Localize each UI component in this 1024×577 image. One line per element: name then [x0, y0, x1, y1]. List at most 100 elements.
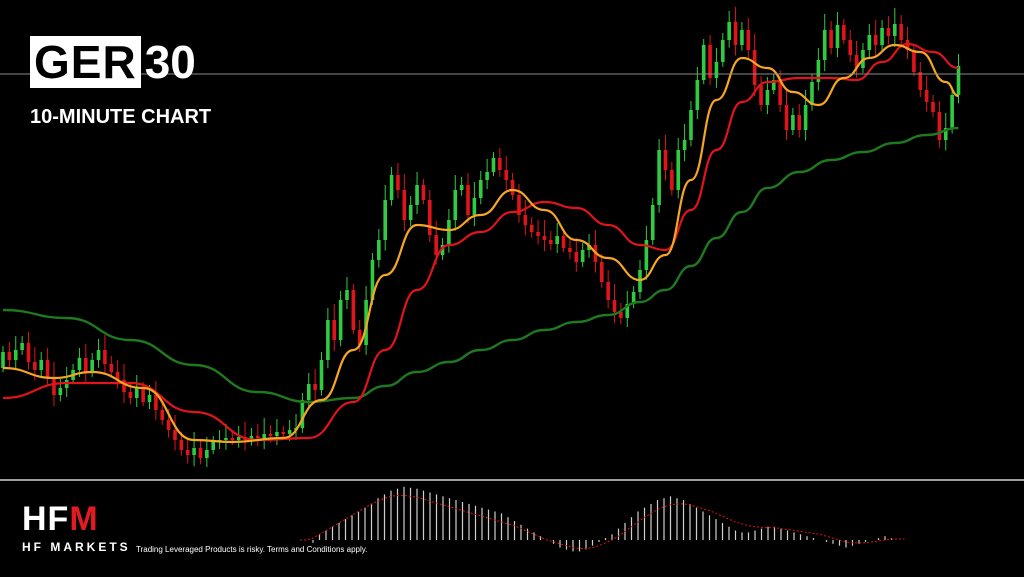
- candle: [236, 426, 241, 448]
- candle-body: [262, 434, 266, 438]
- candle: [784, 91, 789, 140]
- candle-body: [249, 436, 254, 440]
- candle: [478, 171, 483, 205]
- candle-body: [829, 30, 833, 48]
- moving-averages-layer: [2, 42, 959, 444]
- candle-body: [440, 245, 445, 255]
- logo-letter-m: M: [69, 500, 99, 538]
- candle: [192, 432, 196, 467]
- candle: [912, 44, 916, 77]
- candle-body: [810, 82, 814, 105]
- candle: [319, 352, 324, 396]
- candle-body: [625, 304, 630, 318]
- candle-body: [39, 360, 44, 370]
- candle-body: [128, 392, 133, 398]
- candle-body: [52, 378, 56, 395]
- candle: [676, 138, 681, 199]
- candle: [631, 286, 636, 309]
- candle-body: [313, 384, 317, 390]
- candle-body: [784, 105, 789, 130]
- candle: [211, 436, 216, 455]
- candle-body: [319, 360, 324, 390]
- candle-body: [421, 185, 426, 200]
- candle: [421, 179, 426, 205]
- candle-body: [880, 28, 884, 45]
- candle-body: [434, 235, 438, 255]
- candle: [529, 217, 534, 238]
- candle-body: [549, 240, 553, 244]
- candle: [408, 196, 413, 227]
- candle-body: [599, 262, 604, 282]
- candle-body: [236, 437, 241, 440]
- candle-body: [765, 90, 770, 105]
- candle: [663, 135, 668, 181]
- candle-body: [708, 45, 712, 78]
- candle-body: [173, 430, 177, 440]
- candle: [612, 284, 617, 324]
- candle: [217, 430, 222, 449]
- candle: [893, 8, 897, 48]
- candle: [568, 238, 572, 259]
- candle: [650, 198, 655, 245]
- candle-body: [415, 185, 419, 205]
- candle-body: [918, 72, 923, 90]
- candle-body: [791, 115, 795, 130]
- candle-body: [1, 352, 5, 368]
- candle: [561, 230, 566, 253]
- brand-name: HF MARKETS: [22, 540, 131, 554]
- candle: [243, 422, 247, 451]
- candle: [345, 277, 349, 310]
- candle-body: [160, 410, 165, 420]
- candle-body: [13, 350, 18, 360]
- candle-body: [899, 24, 903, 40]
- candle: [822, 14, 827, 72]
- candle: [249, 428, 254, 446]
- candle-body: [192, 448, 196, 455]
- candle: [791, 108, 795, 135]
- candle: [383, 185, 387, 251]
- candle: [727, 11, 731, 48]
- chart-title: GER 30: [30, 36, 196, 88]
- candle: [625, 291, 630, 328]
- ma-fast-line: [2, 43, 959, 444]
- candle-body: [835, 25, 840, 48]
- candle-body: [338, 300, 343, 340]
- ma-slow-line: [2, 126, 959, 404]
- oscillator-panel: [300, 486, 905, 552]
- candle: [77, 348, 82, 377]
- candle: [931, 95, 935, 117]
- candle-body: [695, 80, 700, 110]
- candle-body: [377, 240, 381, 260]
- candle-body: [676, 150, 681, 190]
- candle: [797, 104, 802, 138]
- candle: [338, 291, 343, 347]
- candle-body: [727, 22, 731, 40]
- candle-body: [211, 442, 216, 450]
- candle-body: [517, 195, 521, 215]
- candle-body: [631, 292, 636, 304]
- candle: [389, 167, 394, 206]
- candle-body: [886, 28, 891, 36]
- candle-body: [555, 236, 559, 244]
- candle: [256, 424, 260, 447]
- candle-body: [122, 380, 126, 392]
- candle-body: [275, 432, 279, 436]
- candle-body: [816, 60, 821, 82]
- candle: [574, 238, 579, 272]
- candle-body: [20, 343, 24, 350]
- candle: [599, 254, 604, 288]
- candle-body: [58, 388, 63, 395]
- candle-body: [561, 236, 566, 248]
- candle-body: [383, 200, 387, 240]
- candle: [415, 172, 419, 215]
- candle: [281, 426, 286, 439]
- candle-body: [351, 290, 356, 330]
- logo-letters: HF: [22, 500, 70, 538]
- candle-body: [179, 440, 184, 450]
- candle: [542, 220, 547, 252]
- candle: [549, 231, 553, 251]
- candle-body: [7, 352, 12, 360]
- candle: [759, 76, 763, 112]
- candle: [924, 76, 929, 112]
- candle: [848, 30, 853, 62]
